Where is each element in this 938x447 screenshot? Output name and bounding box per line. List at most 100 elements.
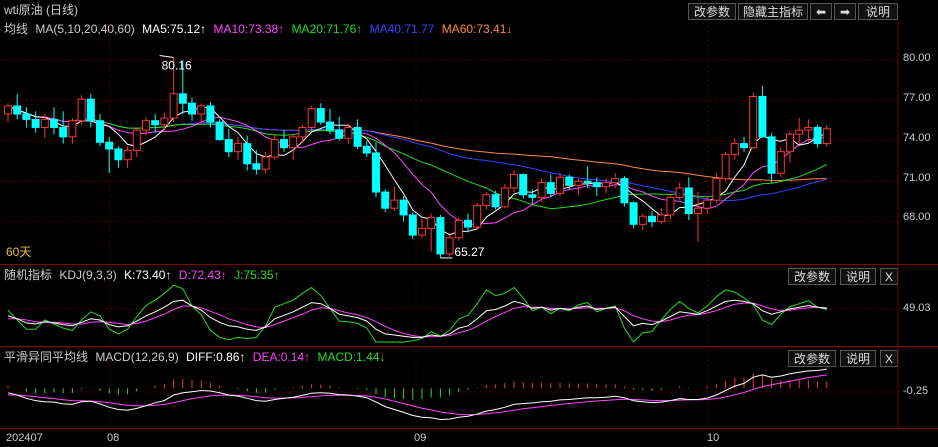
hide-indicators-button[interactable]: 隐藏主指标 — [738, 3, 808, 20]
candle-body — [703, 199, 712, 209]
candle-body — [197, 105, 206, 115]
candle-body — [418, 227, 426, 236]
candle-body — [694, 207, 702, 215]
candle-body — [151, 120, 160, 126]
macd-dea-line — [8, 374, 827, 416]
candle-body — [565, 176, 574, 186]
candle-body — [427, 217, 436, 229]
kdj-legend: 随机指标 KDJ(9,3,3) K:73.40↑ D:72.43↑ J:75.3… — [4, 268, 284, 282]
macd-params-button[interactable]: 改参数 — [788, 350, 836, 367]
candle-body — [142, 120, 150, 131]
high-marker-line — [159, 54, 174, 58]
candle-body — [372, 152, 380, 193]
candle-body — [464, 219, 472, 228]
candle-body — [684, 187, 693, 215]
candle-body — [583, 180, 592, 184]
candle-body — [68, 120, 77, 138]
candle-body — [224, 139, 233, 153]
ma20-value: MA20:71.76↑ — [291, 22, 363, 36]
candle-body — [592, 182, 601, 188]
candle-body — [326, 121, 334, 131]
candle-body — [648, 215, 656, 223]
candle-body — [491, 194, 500, 208]
params-button[interactable]: 改参数 — [688, 3, 736, 20]
prev-arrow-icon[interactable]: ⬅ — [810, 3, 832, 20]
candle-body — [445, 237, 454, 255]
next-arrow-icon[interactable]: ➡ — [834, 3, 856, 20]
kdj-d-value: D:72.43↑ — [178, 268, 227, 282]
candle-body — [96, 120, 104, 143]
window-title: wti原油 (日线) — [4, 3, 78, 17]
candle-body — [758, 96, 767, 138]
candle-body — [114, 148, 123, 161]
kdj-d-line — [8, 302, 827, 338]
y-tick-label: 77.00 — [903, 92, 931, 104]
period-label: 60天 — [6, 245, 32, 259]
candle-body — [270, 139, 279, 158]
candle-body — [77, 98, 86, 122]
kdj-j-value: J:75.35↑ — [234, 268, 280, 282]
ma-label: 均线 — [4, 22, 29, 36]
candle-body — [675, 187, 684, 198]
kdj-help-button[interactable]: 说明 — [840, 268, 876, 285]
candle-body — [740, 143, 748, 149]
candle-body — [454, 219, 463, 239]
macd-help-button[interactable]: 说明 — [840, 350, 876, 367]
candle-body — [629, 202, 638, 225]
low-label: 65.27 — [454, 245, 484, 259]
macd-label: 平滑异同平均线 — [4, 350, 89, 364]
candle-body — [749, 96, 758, 149]
candle-body — [22, 113, 31, 120]
macd-y-tick-label: -0.25 — [903, 385, 929, 397]
candle-body — [206, 105, 215, 123]
ma10-value: MA10:73.38↑ — [213, 22, 285, 36]
kdj-params-button[interactable]: 改参数 — [788, 268, 836, 285]
macd-close-icon[interactable]: X — [880, 350, 898, 367]
candle-body — [399, 199, 408, 216]
candle-body — [353, 126, 362, 147]
candle-body — [767, 136, 776, 174]
candle-body — [59, 126, 68, 138]
ma5-line — [7, 105, 828, 236]
kdj-j-line — [7, 284, 827, 343]
candle-body — [335, 129, 344, 139]
candle-body — [298, 126, 307, 138]
candle-body — [712, 178, 721, 201]
candle-body — [31, 118, 40, 128]
candle-body — [215, 121, 224, 141]
candle-body — [574, 180, 583, 186]
candle-body — [13, 105, 22, 115]
candle-body — [4, 105, 12, 115]
candle-body — [528, 194, 537, 198]
ma40-value: MA40:71.77 — [369, 22, 435, 36]
candle-body — [390, 199, 399, 209]
macd-title: MACD(12,26,9) — [95, 350, 179, 364]
candle-body — [261, 156, 270, 170]
candle-body — [500, 187, 509, 208]
candle-body — [123, 149, 132, 161]
candle-body — [408, 214, 417, 236]
panel-separator — [0, 264, 938, 265]
y-tick-label: 68.00 — [903, 211, 931, 223]
candle-body — [234, 143, 242, 153]
panel-separator — [0, 346, 938, 347]
candle-body — [813, 126, 822, 145]
kdj-y-tick-label: 49.03 — [903, 302, 931, 314]
macd-diff-value: DIFF:0.86↑ — [186, 350, 246, 364]
candle-body — [280, 139, 288, 149]
help-button[interactable]: 说明 — [858, 3, 898, 20]
candle-body — [243, 143, 252, 165]
kdj-label: 随机指标 — [4, 268, 53, 282]
candle-body — [786, 133, 794, 153]
panel-separator — [0, 428, 938, 429]
candle-body — [721, 153, 730, 180]
candle-body — [132, 129, 141, 151]
candle-body — [473, 204, 482, 228]
candle-body — [657, 214, 666, 223]
candle-body — [344, 126, 353, 139]
candle-body — [188, 102, 196, 115]
candle-body — [40, 118, 49, 128]
candle-body — [666, 196, 675, 216]
candle-body — [537, 182, 546, 198]
candle-body — [795, 129, 804, 135]
